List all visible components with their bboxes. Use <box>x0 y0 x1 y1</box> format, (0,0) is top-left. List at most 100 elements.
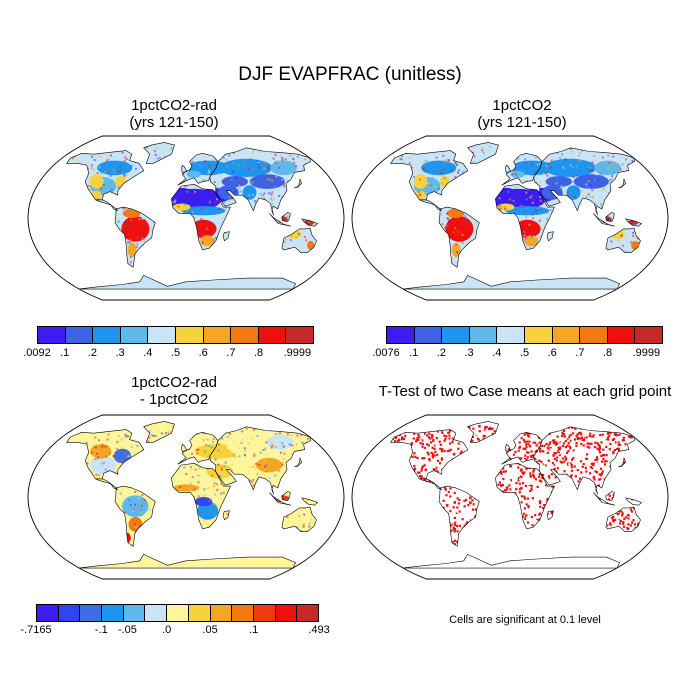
coastline <box>501 152 543 186</box>
colorbar-panel-3 <box>36 604 319 622</box>
coastline <box>419 199 442 211</box>
coastline <box>95 199 118 211</box>
map-outline <box>27 414 345 580</box>
colorbar-swatch <box>231 327 259 343</box>
coastline <box>66 429 145 480</box>
colorbar-tick-label: .4 <box>143 347 153 359</box>
colorbar-tick-label: .0 <box>162 624 172 636</box>
colorbar-swatch <box>203 327 232 343</box>
map-outline <box>351 135 669 301</box>
coastline <box>294 178 302 189</box>
colorbar-swatch <box>275 605 298 621</box>
colorbar-tick-label: .2 <box>87 347 97 359</box>
colorbar-tick-label: .3 <box>464 347 474 359</box>
coastline <box>294 457 302 468</box>
coastline <box>269 213 292 227</box>
colorbar-panel-1-labels: .0092 .1 .2 .3 .4 .5 .6 .7 .8 .9999 <box>23 347 314 361</box>
colorbar-tick-label: .1 <box>409 347 419 359</box>
coastline <box>222 510 230 521</box>
coastline <box>78 554 297 569</box>
colorbar-panel-2 <box>386 326 663 344</box>
coastline <box>505 164 512 173</box>
map-panel-ttest <box>351 414 669 580</box>
coastline <box>301 218 319 227</box>
colorbar-panel-1 <box>37 326 314 344</box>
panel-1-title-line1: 1pctCO2-rad <box>131 97 217 114</box>
coastline <box>605 506 641 532</box>
panel-2-title: 1pctCO2 (yrs 121-150) <box>372 97 672 131</box>
coastline <box>66 150 145 201</box>
map-panel-1rad <box>27 135 345 301</box>
colorbar-swatch <box>65 327 94 343</box>
colorbar-tick-label: -.05 <box>117 624 137 636</box>
colorbar-swatch <box>148 327 176 343</box>
colorbar-swatch <box>93 327 121 343</box>
coastline <box>171 183 231 251</box>
colorbar-tick-label: .5 <box>170 347 181 359</box>
map-outline <box>351 414 669 580</box>
coastline <box>618 178 626 189</box>
coastline <box>281 212 291 222</box>
coastline <box>467 421 499 443</box>
coastline <box>419 478 442 490</box>
panel-3-title: 1pctCO2-rad - 1pctCO2 <box>24 374 324 408</box>
colorbar-swatch <box>58 605 81 621</box>
coastline <box>114 485 156 547</box>
coastline <box>390 429 469 480</box>
coastline <box>281 506 317 532</box>
colorbar-swatch <box>120 327 149 343</box>
colorbar-tick-label: .05 <box>202 624 218 636</box>
coastline <box>605 212 615 222</box>
coastline <box>143 142 175 164</box>
colorbar-swatch <box>175 327 204 343</box>
significance-note: Cells are significant at 0.1 level <box>449 614 601 626</box>
coastline <box>625 497 643 506</box>
coastline <box>533 147 635 216</box>
colorbar-swatch <box>442 327 470 343</box>
colorbar-swatch <box>387 327 415 343</box>
coastline <box>593 492 616 506</box>
colorbar-tick-label: .7 <box>226 347 236 359</box>
coastline <box>177 152 219 186</box>
colorbar-tick-label: .1 <box>60 347 70 359</box>
map-panel-1pct <box>351 135 669 301</box>
colorbar-tick-label: .6 <box>198 347 208 359</box>
coastline <box>222 231 230 242</box>
panel-2-title-line2: (yrs 121-150) <box>477 114 567 131</box>
coastline <box>402 275 621 290</box>
colorbar-tick-label: .2 <box>436 347 446 359</box>
colorbar-tick-label: .0076 <box>372 347 400 359</box>
coastline <box>281 491 291 501</box>
coastline <box>605 227 641 253</box>
coastline <box>593 213 616 227</box>
colorbar-swatch <box>635 327 662 343</box>
map-outline <box>27 135 345 301</box>
colorbar-panel-2-labels: .0076 .1 .2 .3 .4 .5 .6 .7 .8 .9999 <box>372 347 663 361</box>
coastline <box>177 431 219 465</box>
colorbar-swatch <box>102 605 124 621</box>
coastline <box>546 231 554 242</box>
colorbar-tick-label: .6 <box>547 347 557 359</box>
coastline <box>209 147 311 216</box>
coastline <box>181 443 188 452</box>
panel-1-title: 1pctCO2-rad (yrs 121-150) <box>24 97 324 131</box>
figure-title: DJF EVAPFRAC (unitless) <box>238 64 462 85</box>
coastline <box>495 183 555 251</box>
map-panel-difference <box>27 414 345 580</box>
coastline <box>438 485 480 547</box>
colorbar-tick-label: .8 <box>603 347 613 359</box>
colorbar-tick-label: .5 <box>519 347 530 359</box>
colorbar-swatch <box>167 605 189 621</box>
colorbar-tick-label: .7 <box>575 347 585 359</box>
coastline <box>625 218 643 227</box>
coastline <box>495 462 555 530</box>
colorbar-tick-label: .9999 <box>632 347 661 359</box>
colorbar-tick-label: .493 <box>308 624 330 636</box>
coastline <box>171 462 231 530</box>
coastline <box>533 426 635 495</box>
colorbar-tick-label: .1 <box>249 624 259 636</box>
colorbar-swatch <box>253 605 276 621</box>
coastline <box>78 275 297 290</box>
colorbar-panel-3-labels: -.7165 -.1 -.05 .0 .05 .1 .493 <box>20 624 329 638</box>
colorbar-swatch <box>297 605 318 621</box>
